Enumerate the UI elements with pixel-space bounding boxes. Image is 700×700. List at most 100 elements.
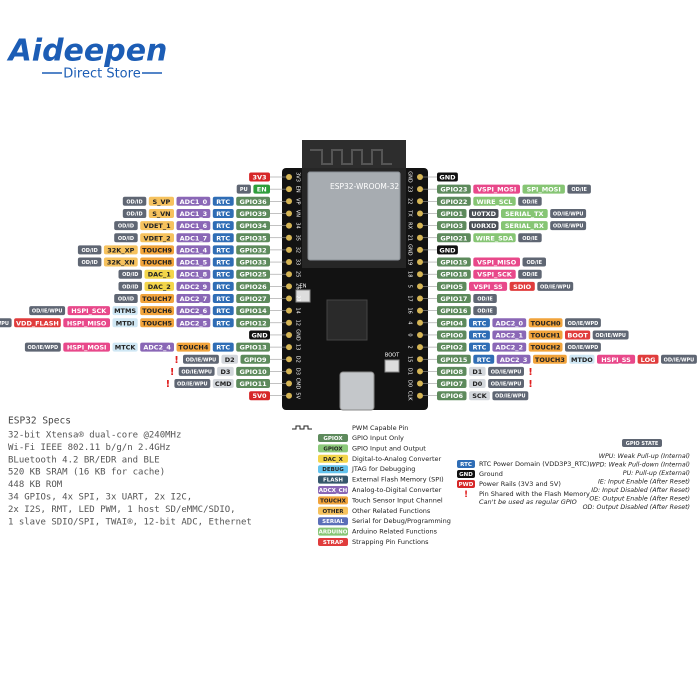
pin-label: D1 (472, 368, 482, 376)
pin-tag (114, 221, 138, 231)
legend-text: JTAG for Debugging (351, 465, 415, 473)
pin-hole (286, 271, 292, 278)
pin-label: ADC2_7 (180, 295, 208, 303)
pin-tag (473, 184, 520, 194)
pin-label: GPIO13 (240, 344, 267, 352)
legend-tag-label: GND (459, 472, 473, 478)
pin-label: ADC1_0 (180, 198, 208, 206)
pin-tag (236, 318, 270, 328)
pin-tag (140, 221, 174, 231)
pin-label: VSPI_SS (473, 283, 503, 291)
pin-label: OD/IE/WPU (553, 224, 584, 230)
specs-line: 520 KB SRAM (16 KB for cache) (8, 468, 165, 478)
pin-label: ADC1_4 (180, 246, 208, 254)
pin-label: D2 (225, 356, 235, 364)
pin-tag (509, 281, 535, 291)
pin-label: 32K_XN (107, 259, 135, 267)
pin-label: GPIO18 (440, 271, 468, 279)
pin-label: OD/IE/WPU (540, 284, 571, 290)
pin-label: GPIO2 (440, 344, 463, 352)
pin-label: GPIO21 (440, 234, 468, 242)
pin-hole (417, 174, 423, 180)
pin-label: ADC2_9 (180, 283, 208, 291)
header-label: 5V (295, 392, 301, 399)
pin-label: RTC (216, 319, 230, 327)
legend-tag (318, 527, 348, 536)
pin-label: HSPI_SS (601, 356, 631, 364)
pin-label: OD/IE/WPD (568, 321, 599, 327)
pin-label: VSPI_SCK (477, 271, 513, 279)
pin-label: OD/ID (118, 297, 134, 303)
pin-tag (469, 366, 486, 376)
legend-tag-label: FLASH (323, 478, 343, 484)
pin-label: D0 (472, 380, 482, 388)
pin-tag (437, 354, 471, 364)
pin-hole (417, 271, 423, 278)
pin-tag (176, 196, 211, 206)
pin-tag (63, 342, 110, 352)
legend-tag (318, 496, 348, 505)
pin-tag (236, 245, 270, 255)
pin-label: OD/ID (118, 224, 134, 230)
gpio-state-line: ID: Input Disabled (After Reset) (591, 486, 690, 494)
pin-tag (522, 257, 546, 267)
pin-tag (122, 208, 147, 218)
header-label: D0 (407, 380, 413, 387)
pin-tag (236, 184, 251, 194)
pin-tag (528, 318, 563, 328)
pin-tag (469, 208, 499, 218)
pin-label: SDIO (513, 283, 531, 291)
pin-label: GPIO1 (440, 210, 463, 218)
pin-tag (533, 354, 567, 364)
header-label: 34 (295, 222, 301, 228)
pin-label: HSPI_MISO (67, 319, 107, 327)
header-label: GND (407, 171, 413, 183)
pin-tag (174, 379, 211, 389)
pin-tag (212, 221, 234, 231)
pin-tag (437, 366, 467, 376)
boot-button[interactable] (384, 359, 400, 373)
pin-tag (469, 342, 490, 352)
pin-tag (176, 306, 211, 316)
pin-tag (567, 184, 591, 194)
pin-label: TOUCH2 (531, 344, 561, 352)
pin-label: TOUCH3 (535, 356, 565, 364)
pin-label: GPIO19 (440, 259, 468, 267)
header-label: 3V3 (295, 172, 301, 182)
pin-label: GPIO6 (440, 392, 463, 400)
pin-label: OD/ID (126, 211, 142, 217)
usb-chip (326, 299, 368, 341)
header-label: 27 (295, 295, 301, 301)
legend-tag (318, 506, 348, 515)
pin-label: 3V3 (253, 174, 267, 182)
en-button[interactable] (295, 289, 311, 303)
pin-label: RTC (472, 344, 486, 352)
pin-label: D3 (220, 368, 230, 376)
header-label: 19 (407, 259, 413, 265)
pin-tag (437, 257, 471, 267)
pin-tag (140, 233, 174, 243)
pin-tag (501, 208, 548, 218)
pin-hole (286, 307, 292, 314)
shield-can (307, 171, 401, 261)
pin-tag (437, 233, 471, 243)
pin-tag (29, 306, 66, 316)
pin-tag (221, 354, 238, 364)
header-label: 13 (295, 344, 301, 350)
pin-tag (469, 221, 499, 231)
specs-line: Wi-Fi IEEE 802.11 b/g/n 2.4GHz (8, 443, 171, 453)
pin-label: RTC (216, 344, 230, 352)
pin-label: GPIO11 (240, 380, 268, 388)
pin-tag (140, 342, 174, 352)
pin-tag (176, 318, 211, 328)
pin-label: GPIO15 (440, 356, 468, 364)
pin-label: OD/IE (477, 309, 493, 315)
pin-label: OD/IE (526, 260, 542, 266)
header-label: VP (295, 198, 301, 204)
legend-text: External Flash Memory (SPI) (352, 476, 444, 484)
legend-tag (318, 454, 348, 463)
pin-tag (473, 257, 520, 267)
pin-tag (236, 306, 270, 316)
pin-tag (437, 221, 467, 231)
pin-label: RTC (216, 198, 230, 206)
